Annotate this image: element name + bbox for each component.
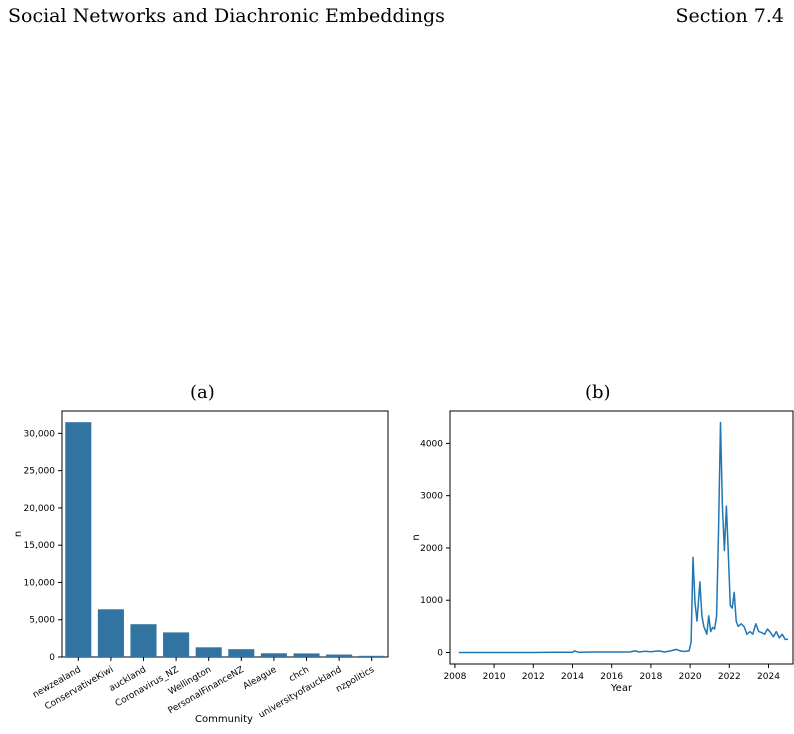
y-axis-label: n [411,534,422,540]
panel-label-a: (a) [190,382,215,403]
y-tick-label: 4000 [420,439,443,449]
x-tick-label: 2020 [679,672,702,682]
plot-frame [449,410,794,665]
line-chart-by-year: 0 1000 2000 3000 4000 2008 2010 2012 2014 2016 201… [411,410,794,694]
bar-chart-communities: 05,00010,00015,00020,00025,00030,000newz… [13,410,389,725]
x-axis-label: Year [610,683,633,694]
series-line-0 [458,421,789,654]
x-tick-label: 2014 [561,672,584,682]
y-tick-label: 30,000 [24,429,56,439]
bar-Wellington [195,647,222,657]
running-head-section: Section 7.4 [675,5,784,27]
y-tick-label: 1000 [420,596,443,606]
plot-frame [61,410,389,658]
y-tick-label: 0 [49,653,55,663]
x-tick-label: Aleague [242,665,279,692]
x-tick-label: 2024 [757,672,780,682]
x-tick-label: 2022 [718,672,741,682]
panel-label-b: (b) [585,382,611,403]
bar-ConservativeKiwi [97,609,124,657]
x-tick-label: 2008 [443,672,466,682]
y-tick-label: 5,000 [29,616,55,626]
y-tick-label: 10,000 [24,578,56,588]
bar-universityofauckland [326,654,353,657]
y-tick-label: 15,000 [24,541,56,551]
bar-newzealand [65,422,92,657]
bar-auckland [130,624,157,657]
y-tick-label: 0 [437,649,443,659]
y-tick-label: 20,000 [24,504,56,514]
x-tick-label: 2010 [483,672,506,682]
y-tick-label: 25,000 [24,467,56,477]
x-tick-label: 2012 [522,672,545,682]
y-tick-label: 2000 [420,544,443,554]
bar-chch [293,653,320,657]
y-tick-label: 3000 [420,492,443,502]
x-tick-label: 2016 [600,672,623,682]
x-axis-label: Community [195,714,253,725]
x-tick-label: chch [288,665,311,684]
bar-Coronavirus_NZ [163,632,190,657]
bar-Aleague [260,653,287,657]
x-tick-label: 2018 [639,672,662,682]
bar-PersonalFinanceNZ [228,649,255,657]
y-axis-label: n [13,531,24,537]
running-head-title: Social Networks and Diachronic Embedding… [8,5,445,27]
bar-nzpolitics [358,655,385,657]
